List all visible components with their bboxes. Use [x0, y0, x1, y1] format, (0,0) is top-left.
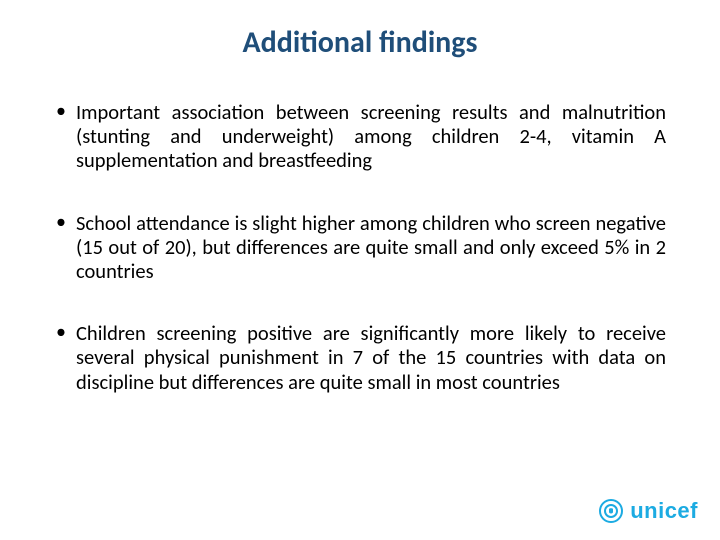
- slide-body: Important association between screening …: [54, 100, 666, 432]
- bullet-item: School attendance is slight higher among…: [54, 211, 666, 284]
- bullet-list: Important association between screening …: [54, 100, 666, 394]
- slide: Additional findings Important associatio…: [0, 0, 720, 540]
- slide-title: Additional findings: [0, 24, 720, 61]
- unicef-emblem-icon: [598, 498, 624, 524]
- bullet-item: Children screening positive are signific…: [54, 321, 666, 394]
- unicef-logo: unicef: [598, 498, 698, 524]
- unicef-logo-text: unicef: [630, 498, 698, 524]
- bullet-item: Important association between screening …: [54, 100, 666, 173]
